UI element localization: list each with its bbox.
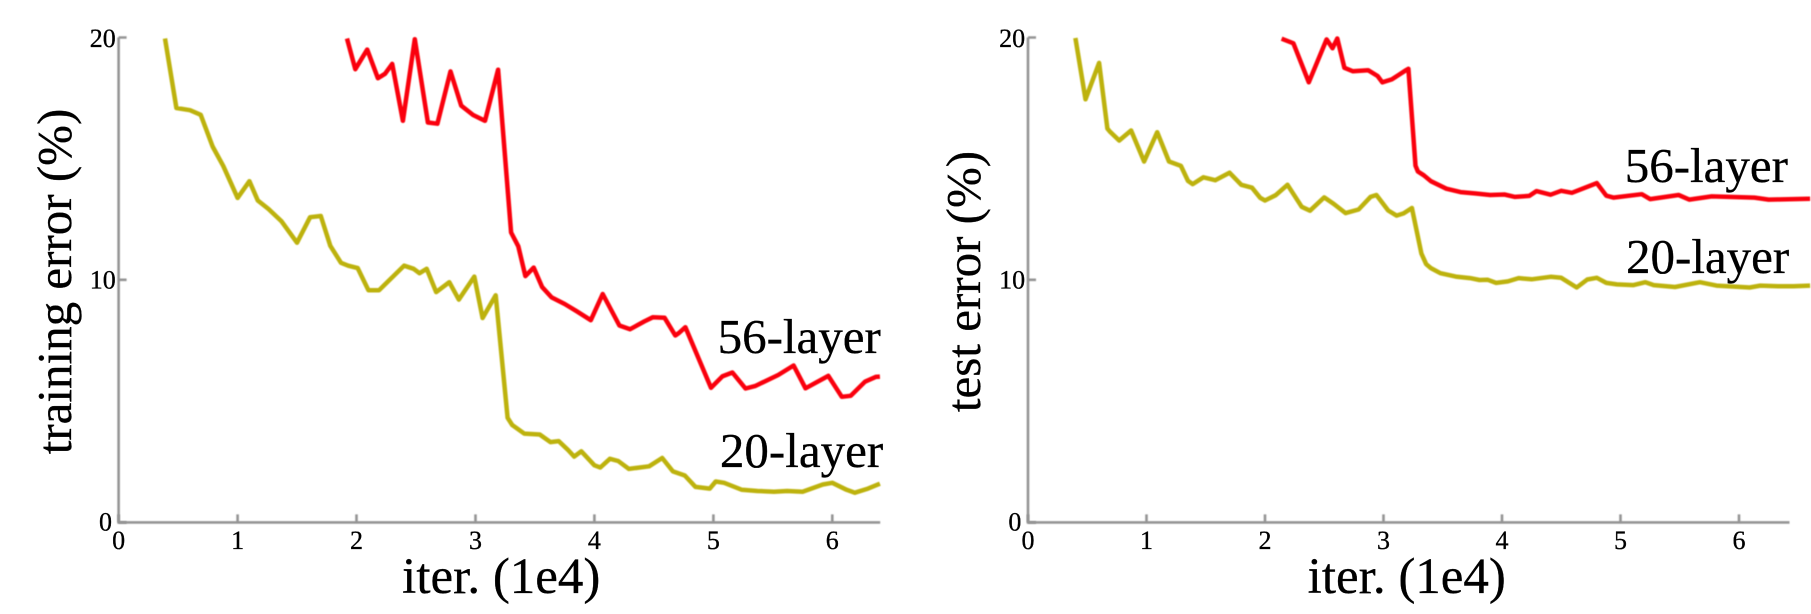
svg-text:iter. (1e4): iter. (1e4) <box>402 549 600 605</box>
svg-text:4: 4 <box>1496 526 1509 555</box>
svg-text:56-layer: 56-layer <box>718 309 881 364</box>
svg-text:20: 20 <box>999 24 1025 53</box>
svg-text:3: 3 <box>1377 526 1390 555</box>
svg-text:iter. (1e4): iter. (1e4) <box>1308 549 1506 605</box>
svg-text:1: 1 <box>1140 526 1153 555</box>
svg-text:0: 0 <box>1022 526 1035 555</box>
svg-text:2: 2 <box>1259 526 1272 555</box>
svg-text:56-layer: 56-layer <box>1625 138 1788 193</box>
svg-text:20-layer: 20-layer <box>720 423 883 478</box>
svg-text:0: 0 <box>99 508 112 537</box>
svg-text:training error (%): training error (%) <box>27 109 82 455</box>
svg-text:0: 0 <box>1008 508 1021 537</box>
svg-text:20-layer: 20-layer <box>1626 229 1789 284</box>
svg-text:5: 5 <box>707 526 720 555</box>
svg-text:0: 0 <box>112 526 125 555</box>
svg-text:6: 6 <box>826 526 839 555</box>
svg-text:10: 10 <box>999 266 1025 295</box>
svg-text:4: 4 <box>588 526 601 555</box>
svg-text:5: 5 <box>1614 526 1627 555</box>
svg-text:test error (%): test error (%) <box>936 151 991 412</box>
svg-text:10: 10 <box>90 266 116 295</box>
svg-text:20: 20 <box>90 24 116 53</box>
svg-text:2: 2 <box>350 526 363 555</box>
svg-text:6: 6 <box>1733 526 1746 555</box>
svg-text:1: 1 <box>231 526 244 555</box>
svg-text:3: 3 <box>469 526 482 555</box>
